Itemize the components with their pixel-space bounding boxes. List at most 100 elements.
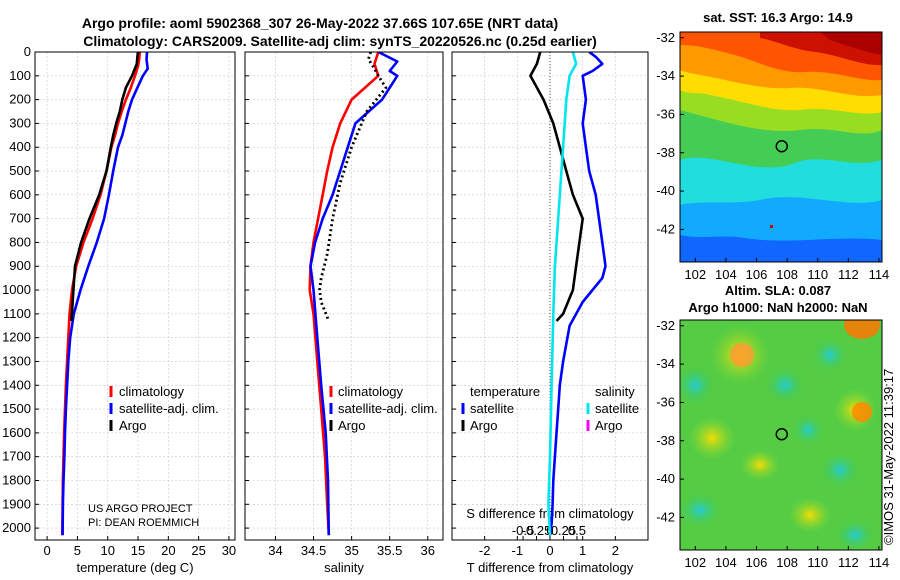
x-tick-label: 10: [100, 543, 114, 558]
x-tick-label: -1: [512, 543, 524, 558]
x-tick-label: 25: [191, 543, 205, 558]
sla-map-image: [680, 320, 882, 550]
x-tick-label: 35: [344, 543, 358, 558]
sst-map-title: sat. SST: 16.3 Argo: 14.9: [703, 10, 853, 25]
map-x-tick-label: 112: [838, 555, 859, 570]
y-tick-label: 400: [9, 139, 31, 154]
difference-panel: -2 -1 0 1 2 T difference from climatology S di…: [451, 51, 649, 575]
x2-tick-label: -0.5: [512, 523, 534, 538]
sst-map-frame: [679, 31, 883, 263]
map-x-tick-label: 112: [838, 267, 859, 282]
map-y-tick-label: -34: [656, 356, 675, 371]
salinity-legend: climatology satellite-adj. clim. Argo: [329, 384, 438, 433]
x-axis-label: temperature (deg C): [76, 560, 193, 575]
x-tick-label: 36: [421, 543, 435, 558]
legend-label-temp-argo: Argo: [470, 418, 497, 433]
plot-frame: [34, 51, 236, 541]
y-tick-label: 900: [9, 258, 31, 273]
sst-map: sat. SST: 16.3 Argo: 14.9 102 104 106 108 11…: [656, 10, 889, 282]
map-y-tick-label: -34: [656, 68, 675, 83]
map-x-tick-label: 106: [746, 555, 768, 570]
x-tick-label: 35.5: [377, 543, 402, 558]
legend-title-temperature: temperature: [470, 384, 540, 399]
series-group: [529, 52, 607, 536]
legend-label-satellite: satellite-adj. clim.: [119, 401, 219, 416]
legend-label-temp-satellite: satellite: [470, 401, 514, 416]
x-tick-label: 20: [161, 543, 175, 558]
legend-label-argo: Argo: [119, 418, 146, 433]
x-tick-label: 0: [44, 543, 51, 558]
legend-label-sal-argo: Argo: [595, 418, 622, 433]
x-tick-label: -2: [479, 543, 491, 558]
map-y-tick-label: -32: [656, 30, 675, 45]
sla-map-frame: [679, 319, 883, 551]
x-tick-label: 5: [74, 543, 81, 558]
x-tick-label: 0: [546, 543, 553, 558]
series-line-satellite-adj-clim-: [309, 52, 399, 536]
series-line-argo: [318, 52, 388, 322]
legend-label-climatology: climatology: [338, 384, 404, 399]
header-line2: Climatology: CARS2009. Satellite-adj cli…: [83, 33, 597, 49]
map-y-tick-label: -38: [656, 145, 675, 160]
series-group: [308, 52, 399, 536]
map-y-tick-label: -36: [656, 394, 675, 409]
temperature-legend: climatology satellite-adj. clim. Argo: [109, 384, 219, 433]
y-tick-label: 1300: [2, 353, 31, 368]
sla-map: Altim. SLA: 0.087 Argo h1000: NaN h2000:…: [656, 283, 889, 570]
legend-label-sal-satellite: satellite: [595, 401, 639, 416]
x-tick-label: 34.5: [301, 543, 326, 558]
x-tick-label: 15: [131, 543, 145, 558]
x2-tick-label: 0.25: [551, 523, 576, 538]
map-x-tick-label: 114: [869, 267, 890, 282]
x2-tick-label: -0.25: [522, 523, 552, 538]
map-x-tick-label: 114: [869, 555, 890, 570]
y-tick-label: 700: [9, 211, 31, 226]
plot-frame: [244, 51, 444, 541]
map-x-tick-label: 106: [746, 267, 768, 282]
salinity-panel: 34 34.5 35 35.5 36 salinity: [244, 51, 444, 575]
map-x-tick-label: 104: [715, 267, 737, 282]
map-y-tick-label: -40: [656, 471, 675, 486]
map-y-tick-label: -40: [656, 183, 675, 198]
y-tick-label: 100: [9, 68, 31, 83]
map-x-tick-label: 110: [807, 555, 828, 570]
y-tick-label: 1900: [2, 496, 31, 511]
side-stamp: ©IMOS 31-May-2022 11:39:17: [881, 369, 896, 545]
sla-map-title-line2: Argo h1000: NaN h2000: NaN: [688, 300, 867, 315]
x-tick-label: 34: [268, 543, 282, 558]
y-tick-label: 1400: [2, 377, 31, 392]
series-line-temperature-argo: [529, 52, 585, 322]
map-x-tick-label: 104: [715, 555, 737, 570]
secondary-axis-label: S difference from climatology: [466, 506, 634, 521]
credit-line1: US ARGO PROJECT: [88, 503, 193, 515]
map-y-tick-label: -42: [656, 221, 675, 236]
map-y-tick-label: -32: [656, 318, 675, 333]
series-line-satellite-adj-clim-: [61, 52, 149, 536]
plot-background: [245, 52, 443, 540]
y-tick-label: 1100: [3, 306, 31, 321]
x-tick-label: 1: [579, 543, 586, 558]
map-x-tick-label: 108: [776, 555, 798, 570]
x-tick-label: 30: [222, 543, 236, 558]
sst-argo-location-marker: [775, 139, 789, 153]
y-tick-label: 2000: [2, 520, 31, 535]
y-tick-label: 1700: [2, 449, 31, 464]
difference-legend: temperature satellite Argo salinity sate…: [461, 384, 639, 433]
map-x-tick-label: 110: [807, 267, 828, 282]
series-line-climatology: [308, 52, 380, 536]
x-axis-label: T difference from climatology: [467, 560, 634, 575]
y-tick-label: 1600: [2, 425, 31, 440]
plot-background: [35, 52, 235, 540]
map-y-tick-label: -38: [656, 433, 675, 448]
y-tick-label: 0: [24, 44, 31, 59]
map-x-tick-label: 102: [684, 555, 706, 570]
legend-title-salinity: salinity: [595, 384, 635, 399]
sst-map-image: [680, 32, 882, 262]
legend-label-argo: Argo: [338, 418, 365, 433]
plot-frame: [451, 51, 649, 541]
map-y-tick-label: -36: [656, 106, 675, 121]
y-tick-label: 500: [9, 163, 31, 178]
x-axis-label: salinity: [324, 560, 364, 575]
map-x-tick-label: 102: [684, 267, 706, 282]
